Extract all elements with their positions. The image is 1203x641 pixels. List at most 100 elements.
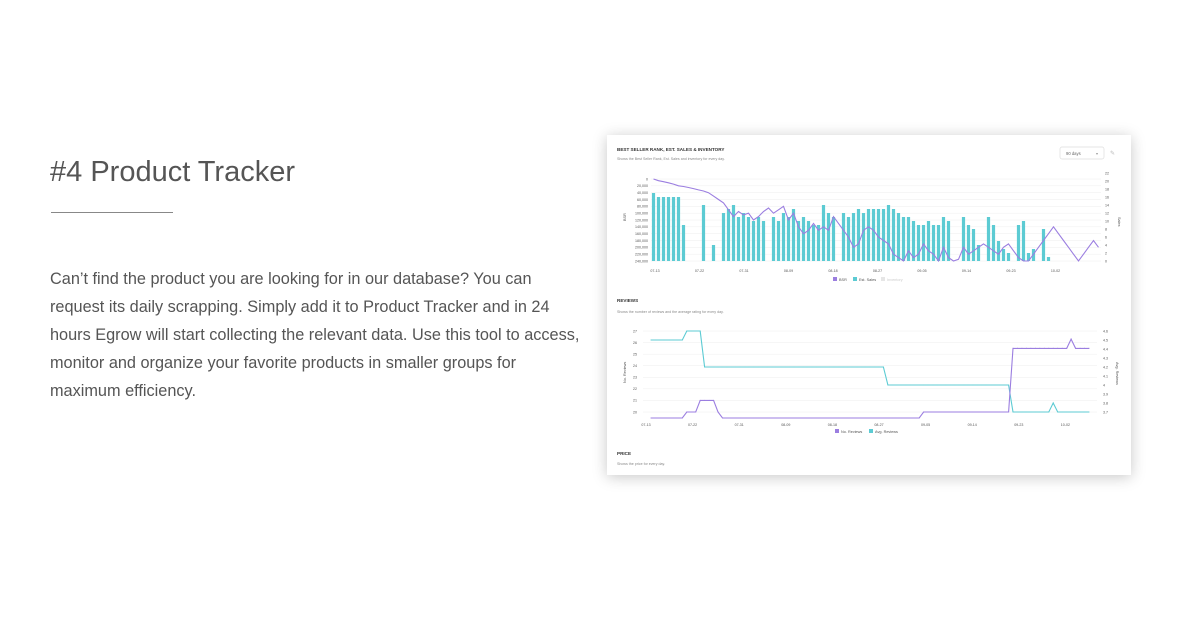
no-reviews-point [820, 417, 822, 419]
no-reviews-point [864, 417, 867, 419]
avg-reviews-point [753, 366, 755, 368]
no-reviews-point [1034, 347, 1036, 349]
avg-reviews-point [820, 366, 822, 368]
sales-bar [831, 217, 836, 261]
avg-reviews-point [726, 366, 728, 368]
no-reviews-point [1075, 347, 1077, 349]
no-reviews-point [994, 411, 996, 413]
sales-bar [811, 225, 816, 261]
avg-reviews-point [967, 384, 969, 386]
sales-tick-label: 14 [1105, 203, 1109, 207]
no-reviews-point [704, 399, 706, 401]
avg-reviews-point [677, 339, 679, 341]
sales-bar [681, 225, 686, 261]
avg-reviews-point [1021, 411, 1023, 413]
bsr-x-tick-label: 09-05 [917, 269, 926, 273]
reviews-tick-label: 26 [633, 341, 637, 345]
bsr-x-tick-label: 09-23 [1006, 269, 1015, 273]
avg-reviews-point [681, 339, 683, 341]
sales-bar [701, 205, 706, 261]
avg-reviews-point [918, 384, 920, 386]
sales-bar [1021, 221, 1026, 261]
no-reviews-point [766, 417, 768, 419]
avg-reviews-point [1079, 411, 1081, 413]
reviews-tick-label: 22 [633, 387, 637, 391]
sales-bar [651, 193, 656, 261]
no-reviews-point [713, 399, 715, 401]
no-reviews-point [932, 411, 934, 413]
sales-tick-label: 20 [1105, 179, 1109, 183]
no-reviews-point [789, 417, 791, 419]
avg-reviews-point [851, 366, 853, 368]
no-reviews-point [775, 417, 777, 419]
bsr-tick-label: 80,000 [637, 205, 648, 209]
sales-bar [806, 221, 811, 261]
sales-bar [891, 209, 896, 261]
sales-bar [756, 217, 761, 261]
reviews-tick-label: 27 [633, 329, 637, 333]
sales-bar [661, 197, 666, 261]
no-reviews-point [811, 417, 813, 419]
no-reviews-point [1008, 411, 1010, 413]
avg-reviews-point [949, 384, 951, 386]
no-reviews-point [659, 417, 661, 419]
no-reviews-point [882, 417, 884, 419]
range-select[interactable]: 90 days ▾ [1059, 146, 1105, 160]
avg-reviews-point [923, 384, 925, 386]
avg-reviews-point [963, 384, 965, 386]
sales-bar [761, 221, 766, 261]
reviews-x-tick-label: 09-23 [1014, 423, 1023, 427]
avg-reviews-point [802, 366, 804, 368]
no-reviews-point [981, 411, 983, 413]
sales-bar [876, 209, 881, 261]
avg-reviews-tick-label: 4 [1103, 383, 1105, 387]
avg-reviews-axis-label: Avg. Reviews [1115, 362, 1119, 385]
bsr-x-ticks: 07-13 07-22 07-31 08-09 08-18 08-27 09-05 09-14… [650, 269, 1060, 273]
bsr-tick-label: 220,000 [635, 252, 648, 256]
no-reviews-point [797, 417, 800, 419]
no-reviews-point [784, 417, 786, 419]
bsr-tick-label: 100,000 [635, 211, 648, 215]
reviews-axis-label: No. Reviews [623, 362, 627, 383]
reviews-grid [643, 330, 1097, 413]
sales-bar [966, 225, 971, 261]
sales-bar [946, 221, 951, 261]
reviews-x-tick-label: 10-02 [1061, 423, 1070, 427]
no-reviews-point [1003, 411, 1005, 413]
avg-reviews-point [958, 384, 960, 386]
avg-reviews-point [927, 384, 929, 386]
sales-bar [871, 209, 876, 261]
sales-bar [936, 225, 941, 261]
legend-swatch-sales [853, 277, 857, 281]
sales-bar [746, 217, 751, 261]
sales-bar [841, 213, 846, 261]
product-tracker-charts: BEST SELLER RANK, EST. SALES & INVENTORY… [617, 146, 1121, 466]
avg-reviews-point [704, 366, 706, 368]
avg-reviews-point [1075, 411, 1077, 413]
no-reviews-point [780, 417, 782, 419]
sales-bar [906, 217, 911, 261]
no-reviews-point [896, 417, 898, 419]
avg-reviews-tick-label: 3.9 [1103, 392, 1108, 396]
no-reviews-point [976, 411, 978, 413]
pencil-icon[interactable]: ✎ [1110, 150, 1115, 157]
no-reviews-point [869, 417, 871, 419]
sales-bar [726, 209, 731, 261]
sales-tick-label: 0 [1105, 259, 1107, 263]
bsr-tick-label: 40,000 [637, 191, 648, 195]
sales-bar [961, 217, 966, 261]
no-reviews-point [860, 417, 862, 419]
avg-reviews-tick-label: 4.2 [1103, 365, 1108, 369]
legend-swatch-inventory [881, 277, 885, 281]
sales-bar [781, 213, 786, 261]
bsr-x-tick-label: 09-14 [962, 269, 971, 273]
no-reviews-point [847, 417, 849, 419]
price-panel-subtitle: Shows the price for every day. [617, 462, 665, 466]
no-reviews-point [838, 417, 840, 419]
no-reviews-point [1039, 347, 1041, 349]
reviews-markers [650, 330, 1090, 419]
avg-reviews-point [887, 384, 889, 386]
no-reviews-point [1030, 347, 1032, 349]
bsr-axis-label: BSR [623, 213, 627, 221]
bsr-left-ticks: 0 20,000 40,000 60,000 80,000 100,000 120,000 1… [635, 177, 648, 263]
